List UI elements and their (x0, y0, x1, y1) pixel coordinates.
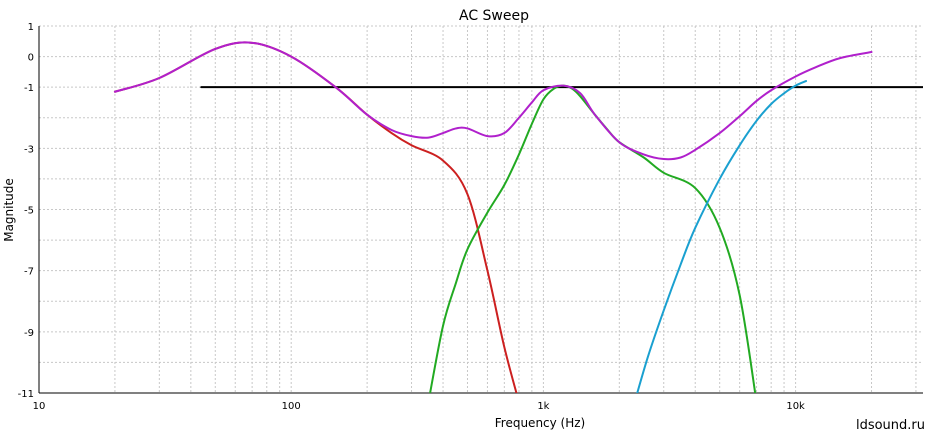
y-tick-label: -1 (24, 83, 34, 94)
y-tick-label: -9 (24, 328, 34, 339)
grid (38, 25, 923, 394)
y-tick-label: 0 (28, 53, 34, 64)
y-axis-label: Magnitude (2, 178, 16, 242)
x-tick-label: 10 (33, 401, 46, 412)
x-tick-label: 1k (537, 401, 549, 412)
y-tick-label: -11 (18, 389, 34, 400)
x-tick-label: 10k (786, 401, 805, 412)
series-line-sum (113, 41, 873, 161)
y-tick-label: -7 (24, 267, 34, 278)
series-group (113, 41, 923, 393)
x-tick-label: 100 (282, 401, 301, 412)
watermark: ldsound.ru (856, 418, 925, 433)
axes (38, 26, 923, 394)
x-axis-label: Frequency (Hz) (495, 416, 586, 430)
y-tick-label: -5 (24, 206, 34, 217)
chart-title: AC Sweep (459, 8, 529, 24)
series-line-low-pass (113, 41, 518, 393)
series-line-high-pass (636, 80, 808, 393)
y-tick-label: -3 (24, 144, 34, 155)
y-tick-label: 1 (28, 22, 34, 33)
